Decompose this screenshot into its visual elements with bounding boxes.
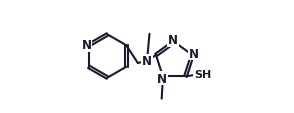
Text: N: N <box>82 39 92 52</box>
Text: N: N <box>168 34 178 47</box>
Text: N: N <box>157 72 167 85</box>
Text: N: N <box>142 55 152 68</box>
Text: SH: SH <box>194 69 211 79</box>
Text: N: N <box>189 47 199 60</box>
